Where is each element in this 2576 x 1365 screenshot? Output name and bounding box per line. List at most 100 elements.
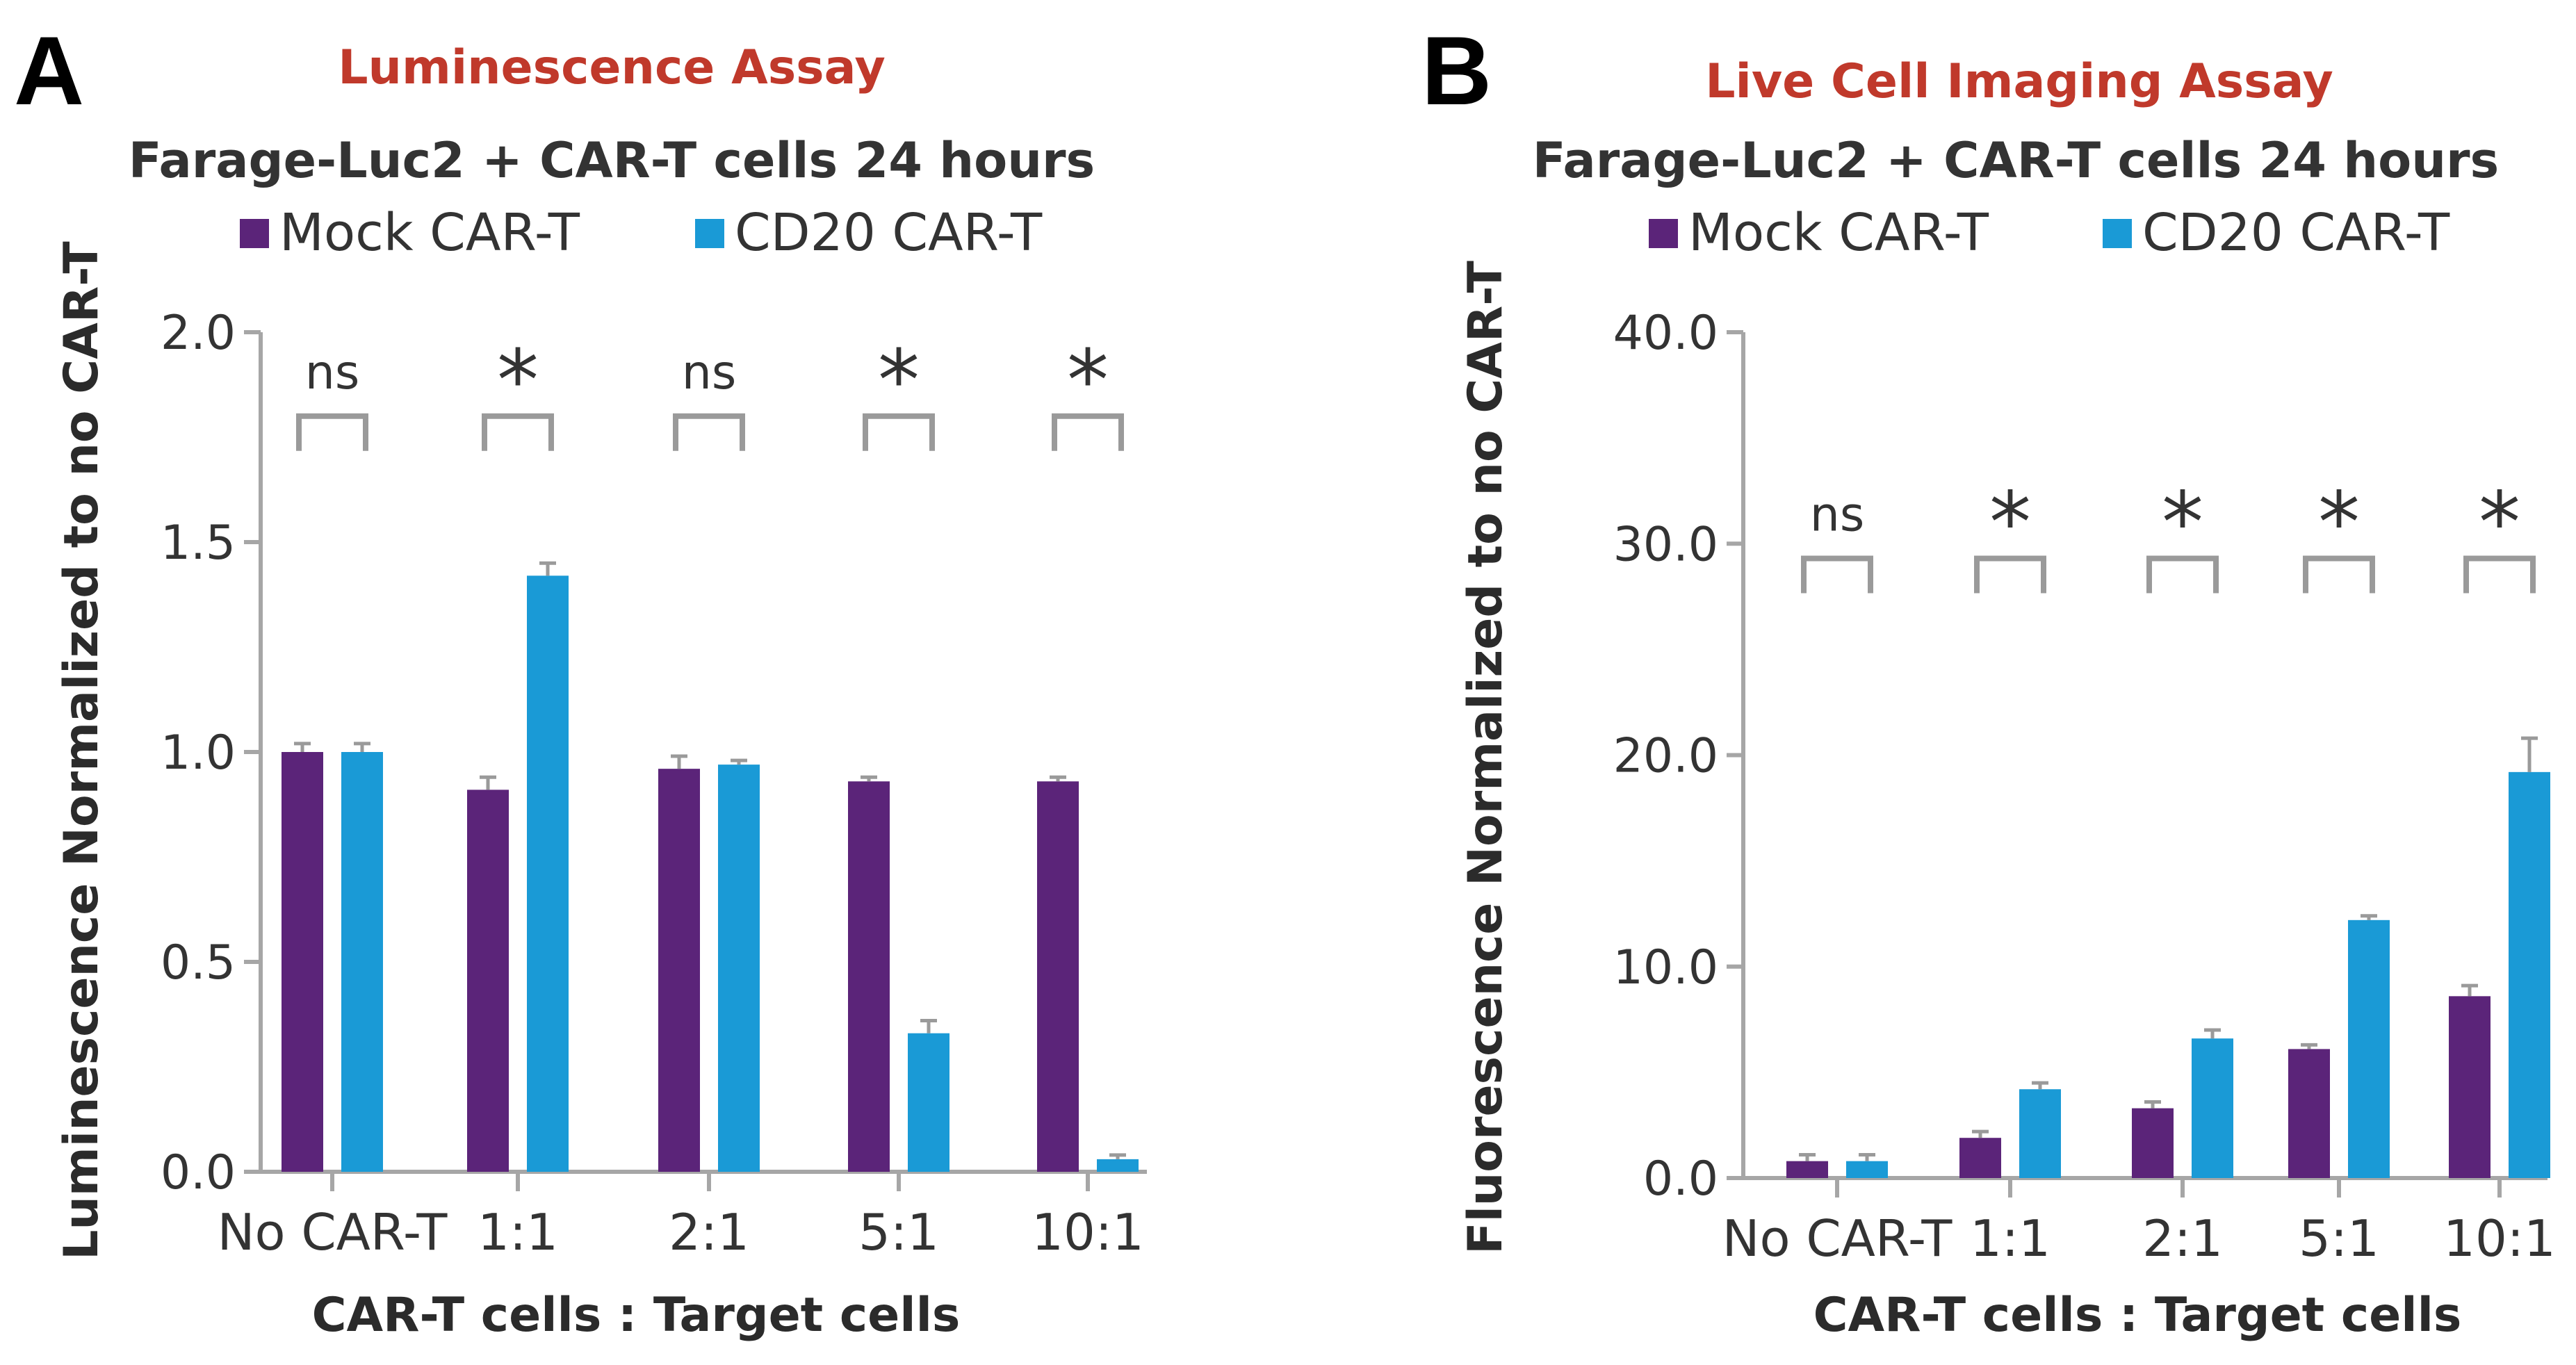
panel-a-y-tick-label: 1.0 <box>161 726 236 780</box>
legend-b-cd20-swatch <box>2103 219 2132 248</box>
panel-a-x-tick-label: No CAR-T <box>218 1203 448 1261</box>
panel-a-letter: A <box>14 16 84 125</box>
panel-a-x-tick-label: 2:1 <box>669 1203 749 1261</box>
panel-b-y-tick-label: 0.0 <box>1643 1152 1718 1207</box>
panel-a-x-tick-label: 10:1 <box>1032 1203 1144 1261</box>
panel-b-bar-mock <box>1786 1161 1828 1178</box>
panel-b-bar-mock <box>2288 1049 2330 1178</box>
panel-b-error-bar-cd20 <box>2204 1028 2221 1039</box>
panel-a-sig-label: * <box>878 333 920 430</box>
legend-a-cd20-swatch <box>695 219 724 248</box>
panel-a-x-axis-title: CAR-T cells : Target cells <box>312 1288 961 1343</box>
panel-a-y-tick-label: 1.5 <box>161 516 236 571</box>
panel-a-bar-cd20 <box>908 1033 949 1172</box>
panel-a-sig-label: * <box>497 333 539 430</box>
panel-b-error-bar-cd20 <box>1859 1153 1875 1161</box>
panel-a-error-bar-cd20 <box>539 561 556 576</box>
panel-b-bar-mock <box>1959 1138 2001 1178</box>
panel-a-error-bar-mock <box>671 754 687 769</box>
panel-a-bar-mock <box>658 769 700 1172</box>
panel-b-x-tick-label: No CAR-T <box>1722 1209 1953 1268</box>
legend-a-mock-label: Mock CAR-T <box>279 203 580 263</box>
panel-a-error-bar-cd20 <box>1109 1153 1126 1159</box>
panel-a-bar-cd20 <box>341 752 383 1172</box>
panel-b-y-tick-label: 20.0 <box>1613 729 1718 784</box>
panel-b-x-axis-title: CAR-T cells : Target cells <box>1813 1288 2462 1343</box>
panel-a-x-tick-label: 5:1 <box>858 1203 939 1261</box>
panel-a-plot: 0.0 0.5 1.0 1.5 2.0 No CAR-T ns 1:1 * 2:1 ns 5:1 * 10… <box>161 306 1147 1261</box>
legend-b-mock-swatch <box>1649 219 1678 248</box>
panel-b-error-bar-cd20 <box>2521 736 2538 772</box>
panel-a-error-bar-cd20 <box>920 1019 937 1033</box>
panel-b-sig-bracket <box>2463 555 2536 594</box>
legend-a-cd20-label: CD20 CAR-T <box>735 203 1043 263</box>
panel-b-legend: Mock CAR-T CD20 CAR-T <box>1649 203 2450 263</box>
panel-a-bar-cd20 <box>527 575 569 1172</box>
legend-b-mock-label: Mock CAR-T <box>1688 203 1989 263</box>
panel-b-sig-bracket <box>2146 555 2219 594</box>
panel-b-plot: 0.0 10.0 20.0 30.0 40.0 No CAR-T ns 1:1 * 2:1 * 5:1… <box>1613 306 2556 1268</box>
panel-a-bar-mock <box>848 781 890 1172</box>
panel-b-x-tick-label: 1:1 <box>1970 1209 2051 1268</box>
panel-b-sig-label: * <box>1989 475 2031 572</box>
legend-b-cd20-label: CD20 CAR-T <box>2142 203 2450 263</box>
panel-a-bar-mock <box>1037 781 1079 1172</box>
panel-b-sig-label: ns <box>1810 488 1865 543</box>
panel-a-sig-bracket <box>1052 413 1124 451</box>
panel-b-sig-label: * <box>2318 475 2360 572</box>
panel-a-bar-mock <box>282 752 323 1172</box>
panel-b-letter: B <box>1421 16 1492 125</box>
panel-a-error-bar-mock <box>1050 775 1066 782</box>
panel-b-error-bar-mock <box>1799 1153 1816 1161</box>
panel-b-y-tick-label: 30.0 <box>1613 517 1718 572</box>
panel-b-sig-label: * <box>2162 475 2203 572</box>
panel-b-title: Live Cell Imaging Assay <box>1705 54 2333 109</box>
panel-a-y-tick-label: 0.0 <box>161 1145 236 1200</box>
panel-b-sig-label: * <box>2479 475 2520 572</box>
panel-b-bar-cd20 <box>1846 1161 1888 1178</box>
panel-b-x-tick-label: 10:1 <box>2443 1209 2556 1268</box>
panel-a-bar-cd20 <box>1097 1159 1139 1172</box>
panel-a-bar-mock <box>467 790 509 1172</box>
panel-b-error-bar-cd20 <box>2361 914 2377 920</box>
panel-b-bar-cd20 <box>2192 1038 2233 1178</box>
panel-b-bar-cd20 <box>2509 771 2550 1178</box>
panel-a-sig-bracket <box>673 413 745 451</box>
panel-a-y-tick-label: 0.5 <box>161 935 236 990</box>
panel-b-subtitle: Farage-Luc2 + CAR-T cells 24 hours <box>1533 132 2499 189</box>
panel-b-bar-mock <box>2132 1108 2174 1178</box>
panel-b-bar-cd20 <box>2348 919 2390 1178</box>
panel-b-y-tick-label: 40.0 <box>1613 306 1718 361</box>
panel-b-y-tick-label: 10.0 <box>1613 940 1718 995</box>
panel-b-error-bar-cd20 <box>2032 1081 2048 1090</box>
panel-a-error-bar-mock <box>294 742 311 752</box>
panel-a-legend: Mock CAR-T CD20 CAR-T <box>240 203 1043 263</box>
panel-b-sig-bracket <box>1801 555 1873 594</box>
panel-b-x-tick-label: 5:1 <box>2299 1209 2379 1268</box>
panel-a-subtitle: Farage-Luc2 + CAR-T cells 24 hours <box>129 132 1095 189</box>
panel-b-bar-cd20 <box>2019 1089 2061 1178</box>
panel-a-error-bar-cd20 <box>731 758 747 765</box>
panel-a-sig-bracket <box>482 413 554 451</box>
panel-b-sig-bracket <box>1974 555 2046 594</box>
panel-a-title: Luminescence Assay <box>338 40 886 95</box>
panel-a-x-tick-label: 1:1 <box>478 1203 558 1261</box>
panel-a-bar-cd20 <box>718 765 760 1172</box>
panel-b-error-bar-mock <box>1972 1129 1989 1138</box>
panel-a-error-bar-mock <box>861 775 877 782</box>
panel-b-bar-mock <box>2449 996 2491 1178</box>
panel-a: A Luminescence Assay Farage-Luc2 + CAR-T… <box>14 16 1147 1343</box>
panel-a-y-axis-title: Luminescence Normalized to no CAR-T <box>54 241 109 1260</box>
panel-b-error-bar-mock <box>2144 1100 2161 1109</box>
panel-b: B Live Cell Imaging Assay Farage-Luc2 + … <box>1421 16 2556 1343</box>
panel-b-error-bar-mock <box>2301 1043 2317 1049</box>
panel-a-sig-label: ns <box>682 345 737 400</box>
panel-a-sig-bracket <box>863 413 935 451</box>
panel-a-sig-label: * <box>1067 333 1109 430</box>
panel-b-sig-bracket <box>2303 555 2375 594</box>
panel-a-error-bar-mock <box>480 775 496 790</box>
panel-b-error-bar-mock <box>2461 983 2478 997</box>
panel-a-sig-bracket <box>296 413 368 451</box>
panel-a-error-bar-cd20 <box>354 742 370 752</box>
